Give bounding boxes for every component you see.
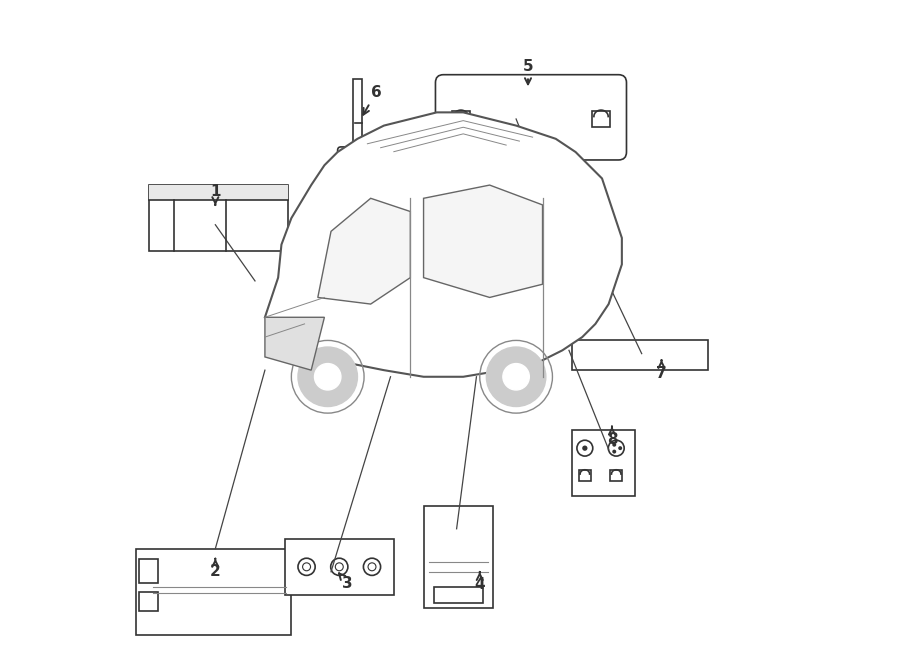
Circle shape [298, 347, 357, 407]
Bar [424, 506, 493, 608]
Circle shape [503, 364, 529, 390]
Bar [434, 588, 482, 603]
Bar [572, 340, 707, 370]
Circle shape [612, 449, 616, 453]
Bar [136, 549, 292, 635]
Bar [572, 430, 635, 496]
Bar [140, 559, 158, 583]
Circle shape [618, 446, 622, 450]
Text: 7: 7 [656, 360, 667, 381]
Bar [149, 185, 288, 251]
Circle shape [486, 347, 545, 407]
Bar [140, 592, 158, 611]
Bar [610, 471, 622, 481]
Text: 6: 6 [364, 85, 382, 115]
Bar [149, 185, 288, 200]
FancyBboxPatch shape [338, 147, 377, 192]
Circle shape [582, 446, 588, 451]
Polygon shape [265, 317, 324, 370]
Bar [579, 471, 590, 481]
Bar [350, 163, 365, 176]
Text: 2: 2 [210, 559, 220, 579]
Text: 3: 3 [339, 573, 353, 590]
Text: 1: 1 [210, 184, 220, 205]
Bar [354, 79, 362, 150]
Polygon shape [265, 112, 622, 377]
FancyBboxPatch shape [436, 75, 626, 160]
Bar [592, 111, 610, 127]
Circle shape [314, 364, 341, 390]
Polygon shape [424, 185, 543, 297]
Text: 8: 8 [607, 426, 617, 447]
Polygon shape [318, 198, 410, 304]
Circle shape [612, 443, 616, 447]
Text: 4: 4 [474, 572, 485, 592]
Bar [284, 539, 394, 595]
Text: 5: 5 [523, 59, 534, 85]
Bar [452, 111, 470, 127]
